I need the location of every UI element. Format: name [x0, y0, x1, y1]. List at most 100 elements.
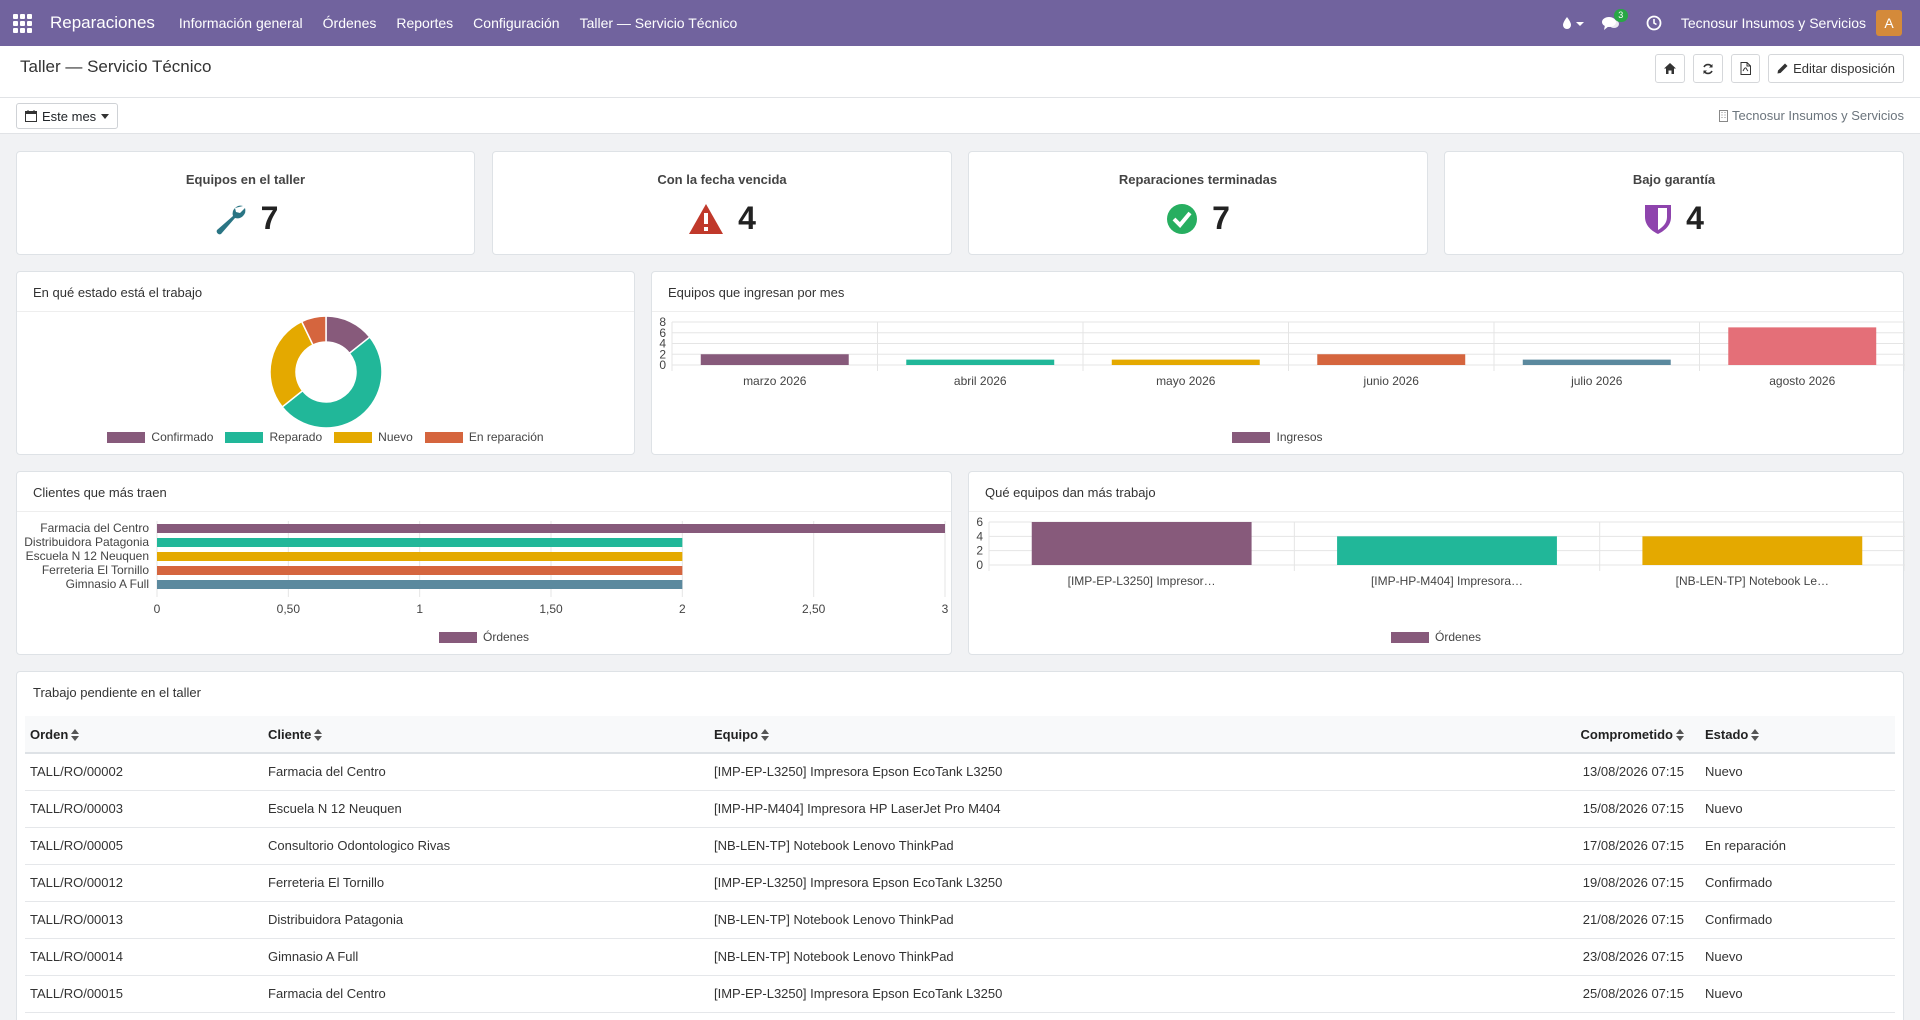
monthly-chart-panel: Equipos que ingresan por mes 0 2 4 6 8 marzo … [651, 271, 1905, 455]
x-tick-label: 2,50 [802, 602, 826, 616]
legend-item[interactable]: Órdenes [1390, 630, 1482, 644]
bar[interactable] [157, 580, 683, 589]
company-filter[interactable]: Tecnosur Insumos y Servicios [1719, 108, 1904, 123]
kpi-value: 7 [260, 200, 279, 236]
x-tick-label: agosto 2026 [1769, 374, 1835, 388]
bar[interactable] [157, 538, 683, 547]
bar[interactable] [1522, 359, 1671, 365]
x-tick-label: junio 2026 [1363, 374, 1420, 388]
column-header-orden[interactable]: Orden [25, 716, 263, 753]
donut-slice-3[interactable] [300, 315, 327, 346]
messages-count-badge: 3 [1613, 9, 1628, 22]
bar[interactable] [157, 552, 683, 561]
edit-layout-button[interactable]: Editar disposición [1768, 54, 1904, 83]
table-cell-equipo: [NB-LEN-TP] Notebook Lenovo ThinkPad [709, 938, 1469, 976]
y-tick-label: 4 [659, 337, 666, 351]
legend-label: Nuevo [378, 430, 413, 444]
table-row[interactable]: TALL/RO/00015 Farmacia del Centro [IMP-EP-… [25, 975, 1895, 1013]
user-avatar[interactable]: A [1876, 10, 1902, 36]
pdf-export-button[interactable] [1731, 54, 1761, 83]
refresh-button[interactable] [1693, 54, 1724, 83]
table-cell-orden: TALL/RO/00015 [25, 975, 263, 1013]
table-row[interactable]: TALL/RO/00005 Consultorio Odontologico Ri… [25, 827, 1895, 865]
y-tick-label: Farmacia del Centro [40, 521, 149, 535]
menu-taller[interactable]: Taller — Servicio Técnico [579, 15, 738, 31]
bar[interactable] [1642, 536, 1863, 565]
legend-label: Órdenes [1434, 630, 1482, 644]
messages-icon[interactable]: 3 [1593, 0, 1629, 46]
table-cell-estado: Nuevo [1689, 975, 1895, 1013]
period-filter-dropdown[interactable]: Este mes [16, 103, 119, 129]
column-header-comprometido[interactable]: Comprometido [1469, 716, 1689, 753]
legend-item[interactable]: En reparación [424, 430, 544, 444]
debug-drop-icon[interactable] [1553, 0, 1593, 46]
menu-ordenes[interactable]: Órdenes [322, 15, 377, 31]
table-cell-estado: En reparación [1689, 827, 1895, 865]
legend-label: En reparación [468, 430, 544, 444]
legend-item[interactable]: Confirmado [107, 430, 213, 444]
table-row[interactable]: TALL/RO/00013 Distribuidora Patagonia [NB-… [25, 901, 1895, 939]
x-tick-label: mayo 2026 [1156, 374, 1216, 388]
activity-clock-icon[interactable] [1637, 0, 1671, 46]
apps-menu-icon[interactable] [0, 0, 44, 46]
y-tick-label: Gimnasio A Full [66, 577, 149, 591]
panel-title: Qué equipos dan más trabajo [985, 485, 1156, 500]
kpi-title: Equipos en el taller [185, 172, 306, 187]
menu-configuracion[interactable]: Configuración [473, 15, 560, 31]
bar[interactable] [700, 354, 849, 365]
x-tick-label: julio 2026 [1570, 374, 1623, 388]
bar[interactable] [1337, 536, 1557, 565]
y-tick-label: 4 [976, 529, 983, 543]
legend-item[interactable]: Reparado [225, 430, 322, 444]
app-brand[interactable]: Reparaciones [50, 13, 155, 32]
table-cell-estado: Confirmado [1689, 901, 1895, 939]
menu-reportes[interactable]: Reportes [396, 15, 454, 31]
home-button[interactable] [1655, 54, 1686, 83]
bar[interactable] [1317, 354, 1466, 365]
kpi-card-warranty[interactable]: Bajo garantía 4 [1444, 151, 1904, 255]
company-switcher[interactable]: Tecnosur Insumos y Servicios [1680, 15, 1866, 31]
donut-slice-1[interactable] [281, 336, 383, 429]
table-cell-cliente: Distribuidora Patagonia [263, 901, 709, 939]
bar[interactable] [1728, 327, 1877, 365]
chart-legend: Órdenes [969, 630, 1903, 644]
bar[interactable] [1031, 522, 1252, 565]
x-tick-label: 0,50 [277, 602, 301, 616]
table-cell-estado: Nuevo [1689, 753, 1895, 791]
kpi-card-completed[interactable]: Reparaciones terminadas 7 [968, 151, 1428, 255]
kpi-card-overdue[interactable]: Con la fecha vencida 4 [492, 151, 952, 255]
table-row[interactable]: TALL/RO/00014 Gimnasio A Full [NB-LEN-TP] … [25, 938, 1895, 976]
sort-icon [71, 729, 80, 742]
column-header-equipo[interactable]: Equipo [709, 716, 1469, 753]
column-header-cliente[interactable]: Cliente [263, 716, 709, 753]
column-header-estado[interactable]: Estado [1689, 716, 1895, 753]
table-cell-cliente: Ferreteria El Tornillo [263, 864, 709, 902]
status-donut-chart[interactable] [17, 310, 636, 440]
clients-bar-chart[interactable]: 0 0,50 1 1,50 2 2,50 3 Farmacia del CentroDistr… [17, 512, 953, 622]
donut-slice-2[interactable] [269, 320, 314, 408]
table-cell-orden: TALL/RO/00014 [25, 938, 263, 976]
table-row[interactable]: TALL/RO/00003 Escuela N 12 Neuquen [IMP-HP… [25, 790, 1895, 828]
table-row[interactable]: TALL/RO/00002 Farmacia del Centro [IMP-EP-… [25, 753, 1895, 791]
kpi-value: 7 [1212, 200, 1230, 236]
bar[interactable] [1111, 359, 1260, 365]
calendar-icon [25, 110, 37, 122]
panel-title: Trabajo pendiente en el taller [33, 685, 201, 700]
menu-informacion-general[interactable]: Información general [178, 15, 303, 31]
table-cell-equipo: [IMP-HP-M404] Impresora HP LaserJet Pro … [709, 790, 1469, 828]
legend-item[interactable]: Ingresos [1232, 430, 1323, 444]
bar[interactable] [157, 566, 683, 575]
panel-title: Clientes que más traen [33, 485, 167, 500]
bar[interactable] [157, 524, 945, 533]
bar[interactable] [906, 359, 1055, 365]
legend-item[interactable]: Órdenes [438, 630, 529, 644]
y-tick-label: 6 [976, 515, 983, 529]
filter-bar: Este mes Tecnosur Insumos y Servicios [0, 98, 1920, 134]
table-row[interactable]: TALL/RO/00012 Ferreteria El Tornillo [IMP-… [25, 864, 1895, 902]
legend-item[interactable]: Nuevo [334, 430, 413, 444]
table-header-row: Orden Cliente Equipo Comprometido Estado [25, 716, 1895, 753]
kpi-card-in-shop[interactable]: Equipos en el taller 7 [16, 151, 475, 255]
x-tick-label: [IMP-HP-M404] Impresora… [1371, 574, 1523, 588]
